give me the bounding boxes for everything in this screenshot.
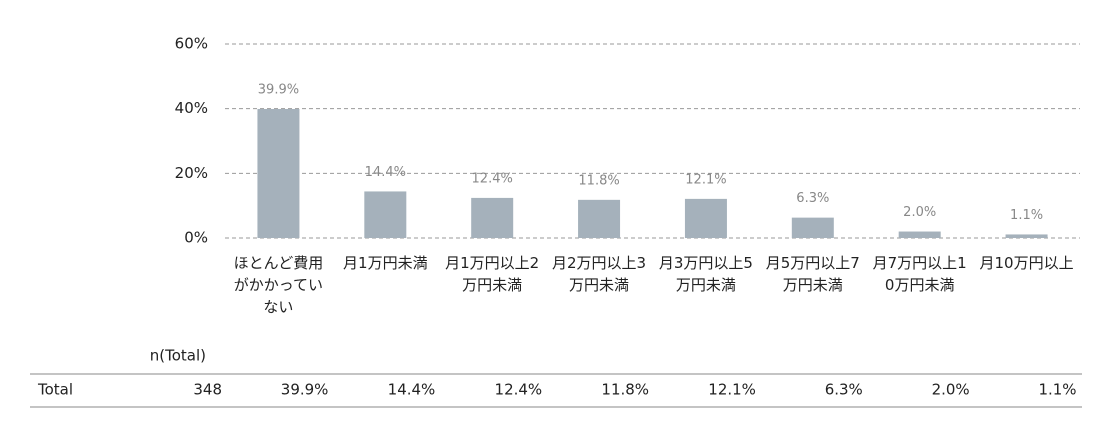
bar xyxy=(791,217,834,238)
table-cell: 2.0% xyxy=(932,381,970,399)
table-header: n(Total) xyxy=(150,347,206,365)
bar xyxy=(257,108,300,239)
bar xyxy=(578,199,621,238)
value-label: 12.4% xyxy=(472,171,513,186)
value-label: 6.3% xyxy=(796,191,829,206)
bar xyxy=(684,198,727,238)
x-tick-label: 月10万円以上 xyxy=(979,254,1074,272)
value-label: 2.0% xyxy=(903,205,936,220)
y-tick-label: 20% xyxy=(175,164,208,182)
value-label: 14.4% xyxy=(365,165,406,180)
value-label: 39.9% xyxy=(258,82,299,97)
table-cell: 39.9% xyxy=(281,381,329,399)
table-cell: 14.4% xyxy=(388,381,436,399)
x-tick-label: 月1万円以上2万円未満 xyxy=(445,254,540,294)
table-cell: 11.8% xyxy=(601,381,649,399)
table-cell: 12.4% xyxy=(495,381,543,399)
value-label: 11.8% xyxy=(578,173,619,188)
x-tick-label: 月1万円未満 xyxy=(343,254,428,272)
x-tick-label: 月2万円以上3万円未満 xyxy=(552,254,647,294)
bar xyxy=(898,231,941,238)
value-label: 12.1% xyxy=(685,172,726,187)
x-tick-label: 月7万円以上10万円未満 xyxy=(872,254,967,294)
y-tick-label: 40% xyxy=(175,99,208,117)
y-tick-label: 0% xyxy=(184,229,208,247)
table-cell: 348 xyxy=(193,381,222,399)
x-tick-label: ほとんど費用がかかっていない xyxy=(233,254,324,316)
x-tick-label: 月5万円以上7万円未満 xyxy=(765,254,860,294)
x-tick-label: 月3万円以上5万円未満 xyxy=(658,254,753,294)
table-cell: Total xyxy=(37,381,73,399)
bar xyxy=(471,197,514,238)
bar xyxy=(1005,234,1048,238)
bar xyxy=(364,191,407,238)
value-label: 1.1% xyxy=(1010,208,1043,223)
table-cell: 12.1% xyxy=(708,381,756,399)
table-cell: 6.3% xyxy=(825,381,863,399)
y-tick-label: 60% xyxy=(175,35,208,53)
table-cell: 1.1% xyxy=(1038,381,1076,399)
